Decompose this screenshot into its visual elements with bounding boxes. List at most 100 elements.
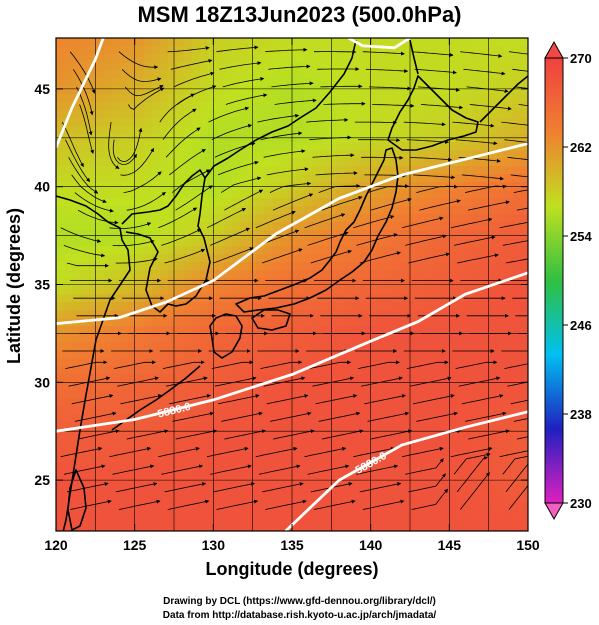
heatmap-cell [384, 78, 393, 87]
heatmap-cell [264, 510, 273, 519]
heatmap-cell [368, 350, 377, 359]
heatmap-cell [464, 374, 473, 383]
heatmap-cell [296, 222, 305, 231]
heatmap-cell [280, 190, 289, 199]
heatmap-cell [280, 278, 289, 287]
heatmap-cell [248, 446, 257, 455]
heatmap-cell [456, 446, 465, 455]
heatmap-cell [520, 350, 528, 359]
heatmap-cell [208, 262, 217, 271]
heatmap-cell [392, 126, 401, 135]
heatmap-cell [200, 422, 209, 431]
heatmap-cell [96, 406, 105, 415]
streamline [128, 87, 165, 110]
streamline [123, 171, 162, 193]
heatmap-cell [136, 70, 145, 79]
heatmap-cell [232, 342, 241, 351]
heatmap-cell [248, 286, 257, 295]
streamline [353, 446, 395, 458]
heatmap-cell [472, 310, 481, 319]
heatmap-cell [208, 422, 217, 431]
heatmap-cell [424, 70, 433, 79]
heatmap-cell [112, 190, 121, 199]
streamline [74, 411, 117, 422]
heatmap-cell [392, 150, 401, 159]
heatmap-cell [472, 398, 481, 407]
heatmap-cell [280, 430, 289, 439]
heatmap-cell [240, 78, 249, 87]
heatmap-cell [216, 342, 225, 351]
streamline [60, 227, 102, 243]
heatmap-cell [176, 102, 185, 111]
heatmap-cell [512, 470, 521, 479]
heatmap-cell [208, 166, 217, 175]
heatmap-cell [80, 46, 89, 55]
heatmap-cell [416, 230, 425, 239]
heatmap-cell [144, 286, 153, 295]
heatmap-cell [280, 286, 289, 295]
streamline [460, 51, 503, 58]
heatmap-cell [280, 246, 289, 255]
heatmap-cell [296, 326, 305, 335]
heatmap-cell [184, 478, 193, 487]
streamline [74, 192, 114, 213]
streamline [321, 195, 363, 211]
heatmap-cell [280, 478, 289, 487]
heatmap-cell [320, 62, 329, 71]
heatmap-cell [224, 246, 233, 255]
heatmap-cell [96, 398, 105, 407]
heatmap-cell [224, 78, 233, 87]
heatmap-cell [416, 518, 425, 527]
heatmap-cell [248, 502, 257, 511]
heatmap-cell [440, 262, 449, 271]
heatmap-cell [360, 206, 369, 215]
heatmap-cell [160, 486, 169, 495]
heatmap-cell [296, 318, 305, 327]
heatmap-cell [360, 230, 369, 239]
heatmap-cell [296, 526, 305, 531]
heatmap-cell [88, 118, 97, 127]
heatmap-cell [400, 150, 409, 159]
heatmap-cell [352, 230, 361, 239]
streamline [124, 85, 164, 97]
heatmap-cell [208, 510, 217, 519]
heatmap-cell [128, 46, 137, 55]
heatmap-cell [328, 150, 337, 159]
heatmap-cell [272, 62, 281, 71]
heatmap-cell [280, 70, 289, 79]
heatmap-cell [72, 278, 81, 287]
heatmap-cell [160, 158, 169, 167]
heatmap-cell [128, 278, 137, 287]
streamline [60, 446, 103, 458]
heatmap-cell [424, 358, 433, 367]
heatmap-cell [480, 398, 489, 407]
heatmap-cell [416, 486, 425, 495]
heatmap-cell [376, 502, 385, 511]
streamline [304, 213, 346, 229]
heatmap-cell [392, 446, 401, 455]
heatmap-cell [224, 358, 233, 367]
streamline [77, 209, 119, 225]
streamline [211, 123, 253, 141]
credit-data-source: Data from http://database.rish.kyoto-u.a… [162, 610, 437, 621]
heatmap-cell [216, 454, 225, 463]
heatmap-cell [408, 302, 417, 311]
heatmap-cell [408, 502, 417, 511]
heatmap-cell [496, 382, 505, 391]
heatmap-cell [256, 102, 265, 111]
heatmap-cell [344, 222, 353, 231]
heatmap-cell [224, 518, 233, 527]
heatmap-cell [112, 350, 121, 359]
heatmap-cell [376, 198, 385, 207]
heatmap-cell [72, 414, 81, 423]
heatmap-cell [232, 238, 241, 247]
heatmap-cell [56, 230, 65, 239]
heatmap-cell [408, 390, 417, 399]
heatmap-cell [208, 158, 217, 167]
heatmap-cell [144, 102, 153, 111]
heatmap-cell [224, 382, 233, 391]
heatmap-cell [440, 214, 449, 223]
heatmap-cell [432, 86, 441, 95]
heatmap-cell [464, 214, 473, 223]
heatmap-cell [392, 166, 401, 175]
